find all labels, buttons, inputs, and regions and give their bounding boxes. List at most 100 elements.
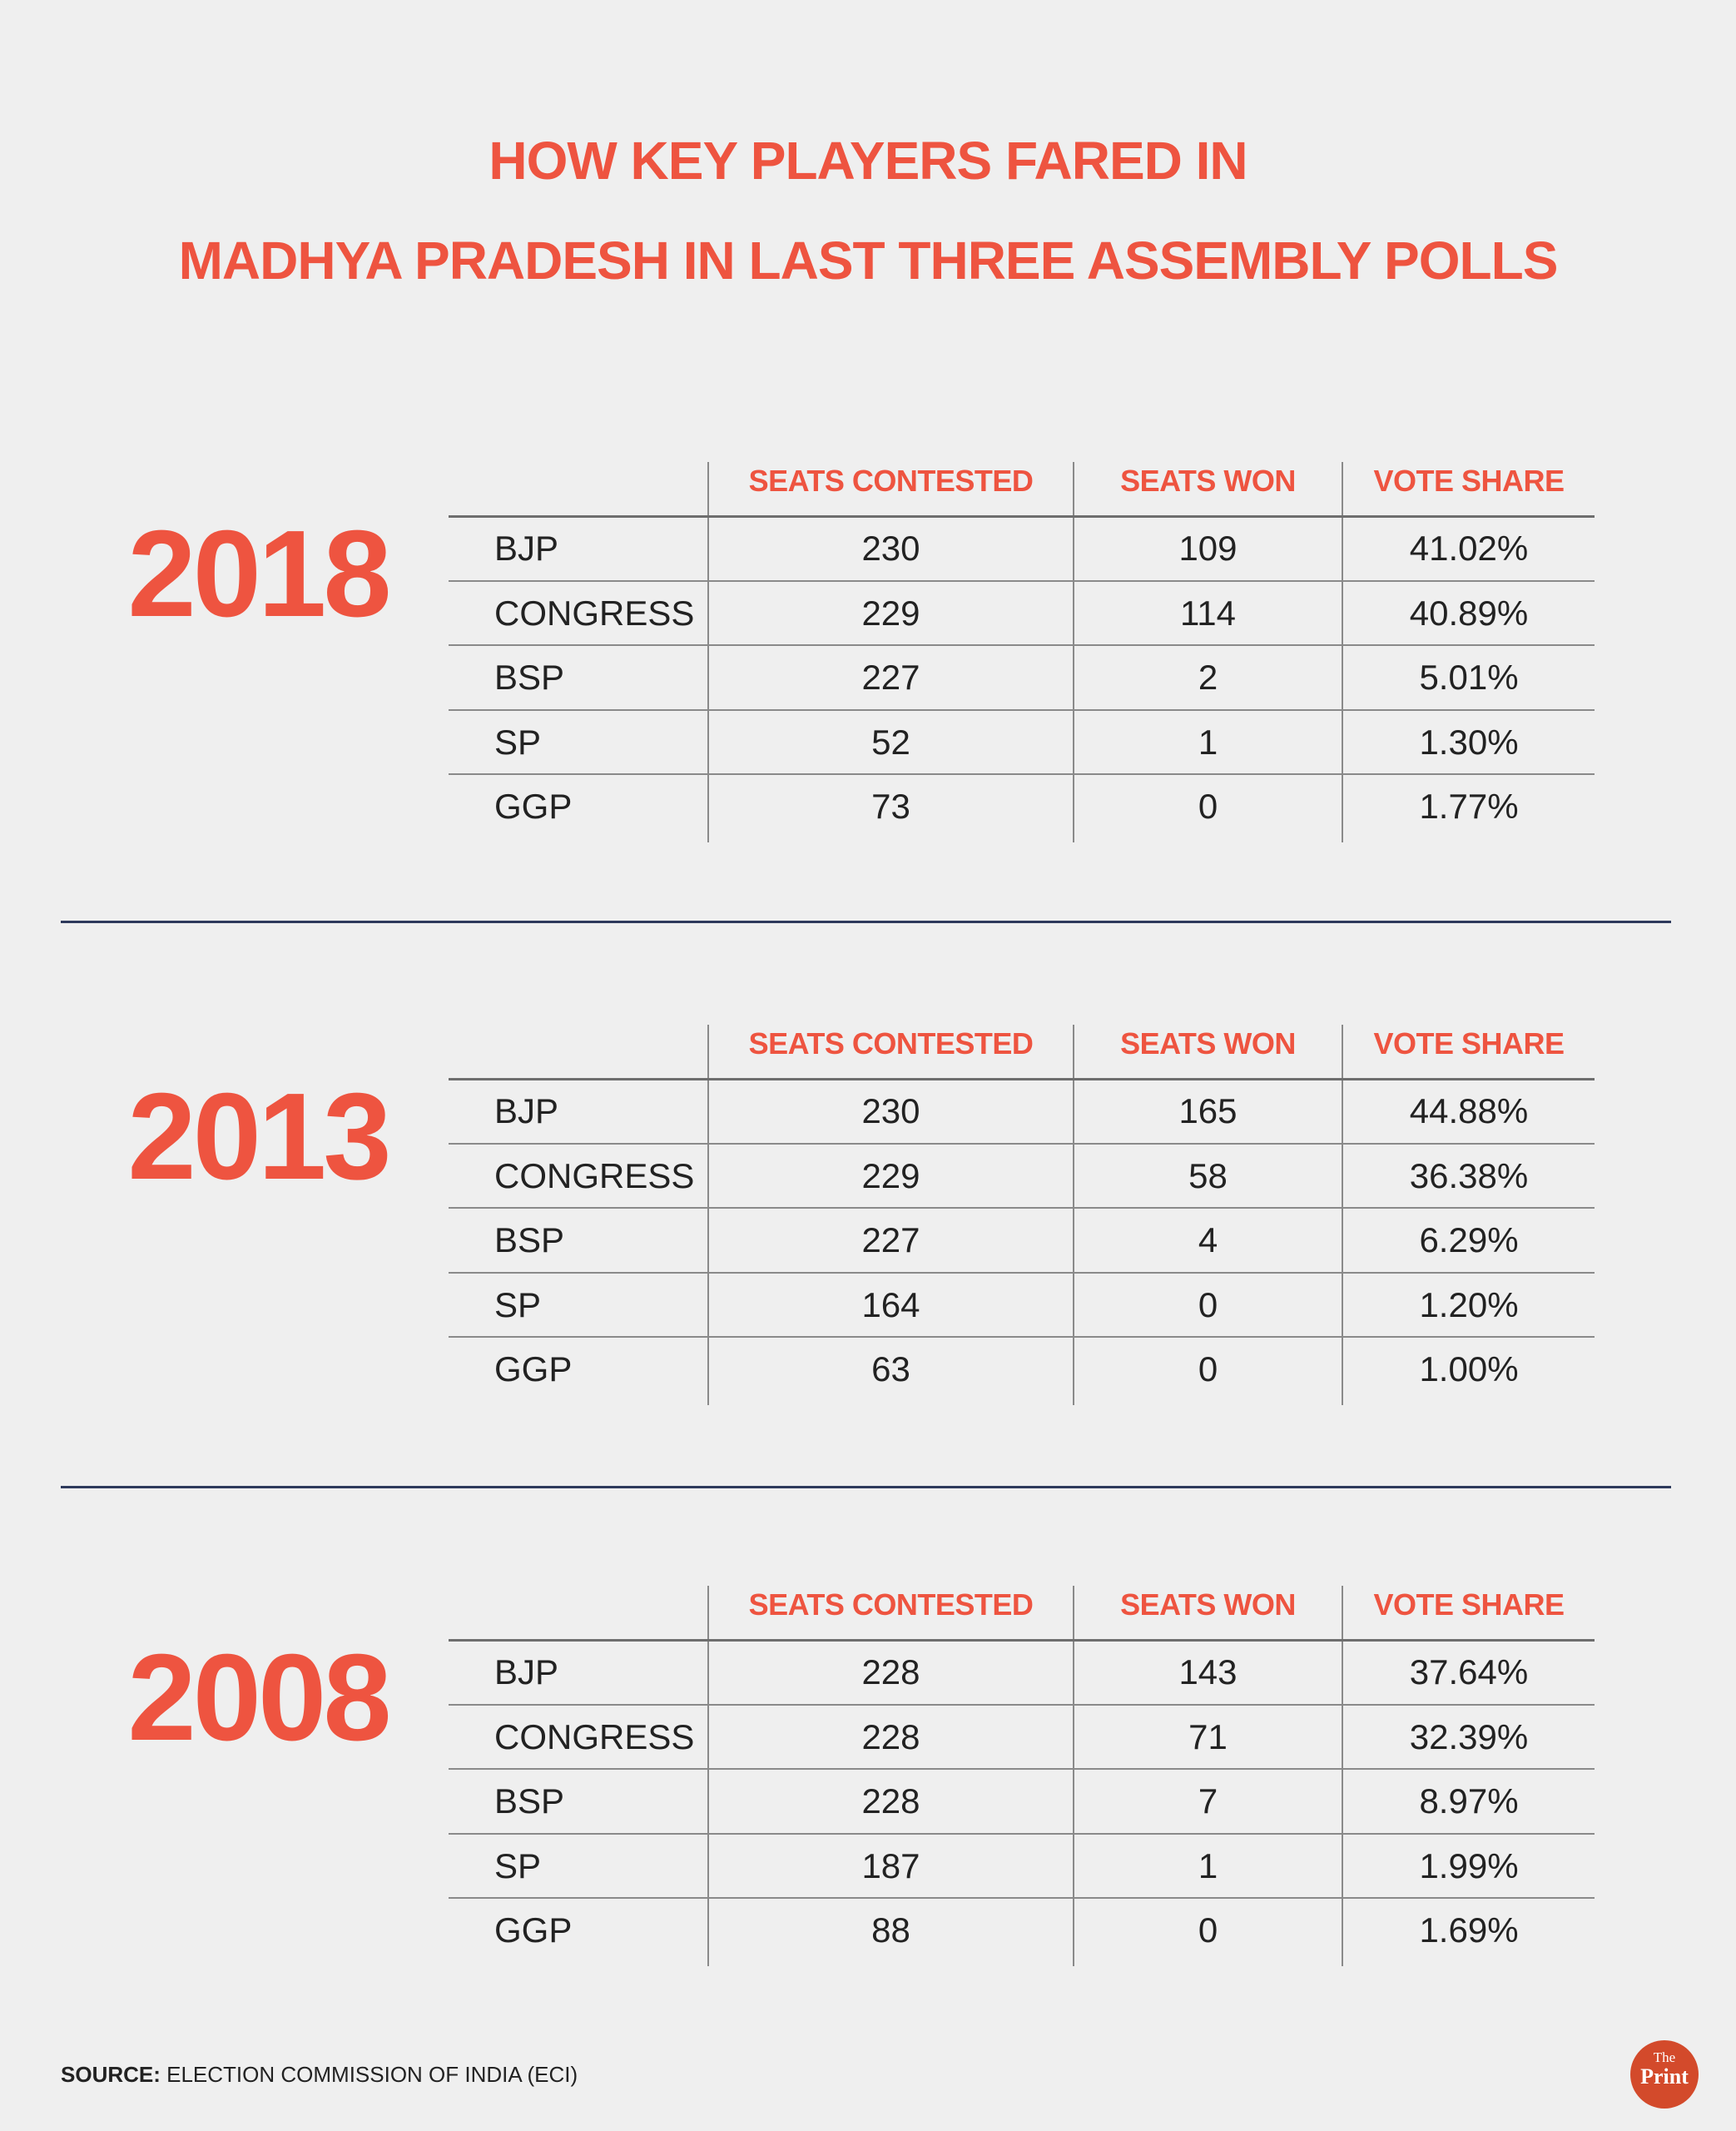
vote-share: 1.00% <box>1419 1349 1519 1388</box>
seats-won: 114 <box>1180 593 1236 633</box>
vote-share: 44.88% <box>1409 1091 1529 1130</box>
column-header: SEATS CONTESTED <box>748 1587 1034 1622</box>
title-text: MADHYA PRADESH IN LAST THREE ASSEMBLY PO… <box>178 231 1559 291</box>
seats-won: 0 <box>1198 787 1218 826</box>
seats-won: 58 <box>1188 1155 1228 1195</box>
year-section-2008: 2008 SEATS CONTESTED SEATS WON VOTE SHARE BJ… <box>0 1565 1736 2064</box>
row-rule <box>449 773 1595 775</box>
party-name: GGP <box>494 1910 573 1950</box>
seats-won: 165 <box>1178 1091 1238 1130</box>
party-name: GGP <box>494 787 573 826</box>
seats-contested: 228 <box>861 1716 920 1756</box>
title-line-1: HOW KEY PLAYERS FARED IN <box>0 111 1736 211</box>
row-rule <box>449 1142 1595 1145</box>
vote-share: 1.99% <box>1419 1845 1519 1885</box>
year-section-2018: 2018 SEATS CONTESTED SEATS WON VOTE SHARE BJ… <box>0 441 1736 941</box>
year-label: 2008 <box>127 1629 391 1766</box>
section-divider <box>61 921 1671 923</box>
logo-print: Print <box>1640 2064 1689 2089</box>
seats-won: 7 <box>1198 1781 1218 1821</box>
vote-share: 36.38% <box>1409 1155 1529 1195</box>
seats-contested: 88 <box>871 1910 910 1950</box>
seats-won: 1 <box>1198 722 1218 762</box>
row-rule <box>449 1271 1595 1274</box>
column-divider <box>707 1586 709 1966</box>
vote-share: 1.20% <box>1419 1284 1519 1324</box>
column-divider <box>1073 1025 1074 1405</box>
seats-contested: 63 <box>871 1349 910 1388</box>
header-rule <box>449 1639 1595 1642</box>
party-name: BSP <box>494 1220 565 1259</box>
seats-contested: 227 <box>861 658 920 697</box>
vote-share: 6.29% <box>1419 1220 1519 1259</box>
vote-share: 1.30% <box>1419 722 1519 762</box>
header-rule <box>449 1078 1595 1080</box>
column-divider <box>707 1025 709 1405</box>
row-rule <box>449 644 1595 646</box>
vote-share: 37.64% <box>1409 1652 1529 1691</box>
row-rule <box>449 579 1595 582</box>
column-divider <box>1342 1025 1343 1405</box>
column-divider <box>1342 1586 1343 1966</box>
vote-share: 1.69% <box>1419 1910 1519 1950</box>
seats-contested: 164 <box>861 1284 920 1324</box>
party-name: SP <box>494 1845 542 1885</box>
source-note: SOURCE: ELECTION COMMISSION OF INDIA (EC… <box>61 2058 578 2091</box>
seats-contested: 52 <box>871 722 910 762</box>
column-divider <box>1342 462 1343 842</box>
party-name: BSP <box>494 658 565 697</box>
source-text: ELECTION COMMISSION OF INDIA (ECI) <box>160 2062 578 2087</box>
title-text: HOW KEY PLAYERS FARED IN <box>489 131 1247 191</box>
seats-contested: 230 <box>861 1091 920 1130</box>
column-header: SEATS CONTESTED <box>748 1026 1034 1061</box>
party-name: CONGRESS <box>494 1155 695 1195</box>
party-name: BJP <box>494 1652 559 1691</box>
vote-share: 1.77% <box>1419 787 1519 826</box>
vote-share: 32.39% <box>1409 1716 1529 1756</box>
party-name: CONGRESS <box>494 593 695 633</box>
row-rule <box>449 708 1595 711</box>
seats-won: 143 <box>1178 1652 1238 1691</box>
seats-won: 0 <box>1198 1349 1218 1388</box>
party-name: CONGRESS <box>494 1716 695 1756</box>
year-label: 2013 <box>127 1068 391 1205</box>
column-header: VOTE SHARE <box>1373 1026 1565 1061</box>
row-rule <box>449 1832 1595 1835</box>
column-divider <box>1073 462 1074 842</box>
vote-share: 41.02% <box>1409 529 1529 568</box>
seats-won: 4 <box>1198 1220 1218 1259</box>
section-divider <box>61 1486 1671 1488</box>
vote-share: 5.01% <box>1419 658 1519 697</box>
column-divider <box>707 462 709 842</box>
row-rule <box>449 1336 1595 1338</box>
party-name: BJP <box>494 529 559 568</box>
seats-contested: 187 <box>861 1845 920 1885</box>
column-header: SEATS WON <box>1120 464 1296 498</box>
seats-contested: 227 <box>861 1220 920 1259</box>
theprint-logo: The Print <box>1630 2040 1699 2109</box>
seats-won: 71 <box>1188 1716 1228 1756</box>
column-divider <box>1073 1586 1074 1966</box>
seats-contested: 230 <box>861 529 920 568</box>
seats-contested: 73 <box>871 787 910 826</box>
party-name: BSP <box>494 1781 565 1821</box>
source-label: SOURCE: <box>61 2062 161 2087</box>
title-line-2: MADHYA PRADESH IN LAST THREE ASSEMBLY PO… <box>0 211 1736 310</box>
seats-won: 2 <box>1198 658 1218 697</box>
header-rule <box>449 515 1595 518</box>
column-header: VOTE SHARE <box>1373 464 1565 498</box>
row-rule <box>449 1703 1595 1706</box>
seats-contested: 228 <box>861 1781 920 1821</box>
row-rule <box>449 1897 1595 1899</box>
vote-share: 8.97% <box>1419 1781 1519 1821</box>
year-label: 2018 <box>127 505 391 643</box>
seats-won: 0 <box>1198 1910 1218 1950</box>
party-name: GGP <box>494 1349 573 1388</box>
seats-contested: 228 <box>861 1652 920 1691</box>
party-name: SP <box>494 1284 542 1324</box>
party-name: SP <box>494 722 542 762</box>
seats-contested: 229 <box>861 1155 920 1195</box>
row-rule <box>449 1207 1595 1209</box>
party-name: BJP <box>494 1091 559 1130</box>
column-header: SEATS CONTESTED <box>748 464 1034 498</box>
